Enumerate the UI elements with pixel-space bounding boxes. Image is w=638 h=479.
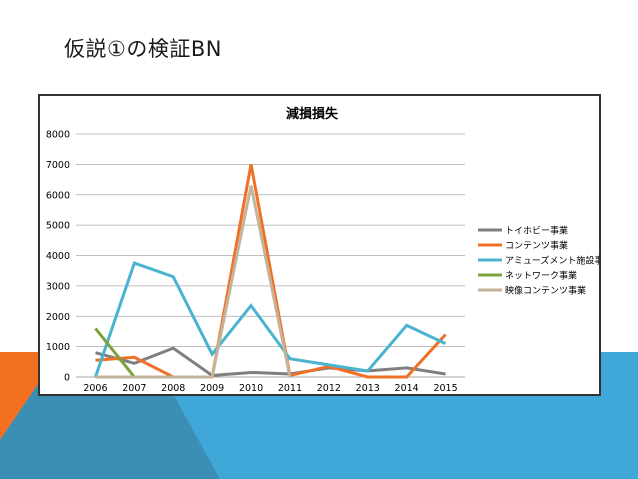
x-tick-label: 2008 (161, 383, 185, 394)
y-tick-label: 3000 (46, 281, 70, 292)
legend-label: アミューズメント施設事業 (505, 255, 599, 267)
y-axis: 0 1000 2000 3000 4000 5000 6000 7000 8000 (46, 130, 70, 384)
x-tick-label: 2013 (356, 383, 380, 394)
y-tick-label: 2000 (46, 312, 70, 323)
y-tick-label: 0 (64, 373, 70, 384)
slide-title: 仮説①の検証BN (64, 37, 222, 61)
series-line (94, 261, 447, 378)
x-tick-label: 2014 (395, 383, 419, 394)
y-tick-label: 1000 (46, 342, 70, 353)
x-tick-label: 2009 (200, 383, 224, 394)
chart-grid (76, 133, 465, 378)
x-axis: 2006 2007 2008 2009 2010 2011 2012 2013 2014 2015 (83, 383, 457, 394)
chart-title: 減損損失 (286, 106, 339, 122)
x-tick-label: 2007 (122, 383, 146, 394)
y-tick-label: 7000 (46, 160, 70, 171)
legend-label: 映像コンテンツ事業 (505, 285, 586, 297)
y-tick-label: 4000 (46, 251, 70, 262)
series-lines (94, 164, 447, 379)
y-tick-label: 5000 (46, 221, 70, 232)
chart-legend: トイホビー事業コンテンツ事業アミューズメント施設事業ネットワーク事業映像コンテン… (478, 225, 599, 297)
line-chart: 減損損失 0 1000 2000 3000 4000 5000 6000 7000 8000 2… (46, 106, 599, 394)
y-tick-label: 6000 (46, 190, 70, 201)
series-line (95, 346, 446, 378)
x-tick-label: 2006 (83, 383, 107, 394)
y-tick-label: 8000 (46, 130, 70, 141)
x-tick-label: 2015 (433, 383, 457, 394)
legend-label: ネットワーク事業 (505, 270, 577, 282)
x-tick-label: 2012 (317, 383, 341, 394)
x-tick-label: 2011 (278, 383, 302, 394)
series-line (95, 185, 292, 379)
series-line (94, 327, 136, 378)
series-line (95, 164, 447, 379)
legend-label: トイホビー事業 (505, 225, 568, 237)
x-tick-label: 2010 (239, 383, 263, 394)
chart-container: 減損損失 0 1000 2000 3000 4000 5000 6000 7000 8000 2… (38, 94, 601, 396)
legend-label: コンテンツ事業 (505, 240, 568, 252)
